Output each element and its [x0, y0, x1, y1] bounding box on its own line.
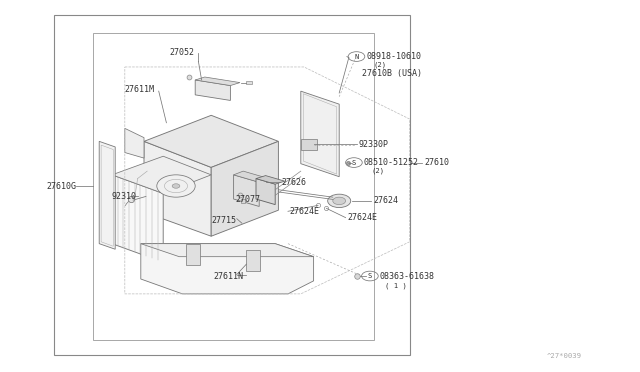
Text: 27610: 27610 [424, 158, 449, 167]
Polygon shape [256, 179, 275, 205]
Polygon shape [144, 115, 278, 167]
Text: 27626: 27626 [282, 178, 307, 187]
Text: 27052: 27052 [170, 48, 195, 57]
Text: 27610B (USA): 27610B (USA) [362, 69, 422, 78]
Polygon shape [234, 171, 269, 182]
Bar [246, 81, 252, 84]
Circle shape [157, 175, 195, 197]
Text: ^27*0039: ^27*0039 [547, 353, 582, 359]
Text: 27610G: 27610G [46, 182, 76, 190]
Circle shape [172, 184, 180, 188]
Polygon shape [256, 176, 285, 184]
Text: 27611N: 27611N [213, 272, 243, 280]
Text: 27624E: 27624E [289, 207, 319, 216]
Circle shape [333, 197, 346, 205]
Bar [54, 15, 410, 355]
Polygon shape [301, 91, 339, 177]
Text: N: N [355, 54, 358, 60]
Text: 27611M: 27611M [125, 85, 155, 94]
Polygon shape [211, 141, 278, 236]
Text: (2): (2) [371, 168, 385, 174]
Bar [93, 33, 374, 340]
Polygon shape [112, 175, 163, 262]
Polygon shape [141, 244, 314, 294]
Polygon shape [141, 244, 314, 257]
Text: 08363-61638: 08363-61638 [380, 272, 435, 280]
Polygon shape [234, 175, 259, 206]
Text: 27624: 27624 [373, 196, 398, 205]
Polygon shape [112, 156, 211, 193]
Polygon shape [125, 128, 144, 158]
Text: 08918-10610: 08918-10610 [367, 52, 422, 61]
Text: S: S [352, 160, 356, 166]
Polygon shape [144, 141, 211, 236]
Text: 08510-51252: 08510-51252 [364, 158, 419, 167]
Bar [186, 244, 200, 265]
Text: 92330P: 92330P [358, 140, 388, 149]
Circle shape [328, 194, 351, 208]
Text: 92310: 92310 [112, 192, 137, 201]
Bar [301, 139, 317, 150]
Text: 27715: 27715 [211, 216, 236, 225]
Polygon shape [195, 77, 240, 86]
Text: (2): (2) [374, 62, 387, 68]
Text: ( 1 ): ( 1 ) [385, 282, 407, 289]
Text: 27624E: 27624E [348, 213, 378, 222]
Polygon shape [195, 80, 230, 100]
Bar [246, 250, 260, 271]
Text: S: S [368, 273, 372, 279]
Text: 27077: 27077 [236, 195, 260, 203]
Polygon shape [99, 141, 115, 249]
Polygon shape [125, 186, 144, 216]
